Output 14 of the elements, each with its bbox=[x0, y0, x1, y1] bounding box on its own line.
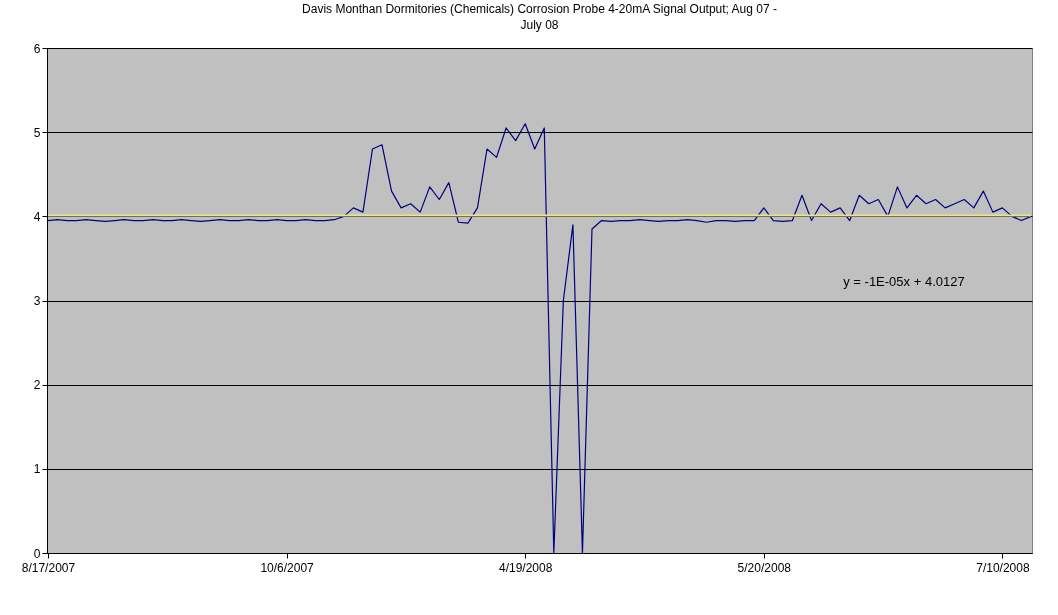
x-tick-label: 7/10/2008 bbox=[976, 560, 1030, 575]
y-tick-label: 3 bbox=[33, 294, 41, 308]
chart-title: Davis Monthan Dormitories (Chemicals) Corrosion Probe 4-20mA Signal Output; Aug 07 - July 08 bbox=[302, 2, 777, 32]
y-tick-label: 0 bbox=[33, 546, 41, 561]
x-tick-label: 10/6/2007 bbox=[260, 560, 315, 575]
y-tick-label: 2 bbox=[33, 378, 41, 393]
y-tick-label: 6 bbox=[33, 41, 41, 56]
y-tick-label: 4 bbox=[33, 209, 41, 224]
y-tick-label: 5 bbox=[33, 125, 41, 140]
y-tick-label: 1 bbox=[33, 462, 41, 477]
x-tick-label: 5/20/2008 bbox=[737, 560, 792, 575]
annotation: y = -1E-05x + 4.0127 bbox=[843, 273, 965, 289]
x-tick-label: 8/17/2007 bbox=[21, 560, 76, 575]
x-tick-label: 4/19/2008 bbox=[498, 560, 553, 575]
